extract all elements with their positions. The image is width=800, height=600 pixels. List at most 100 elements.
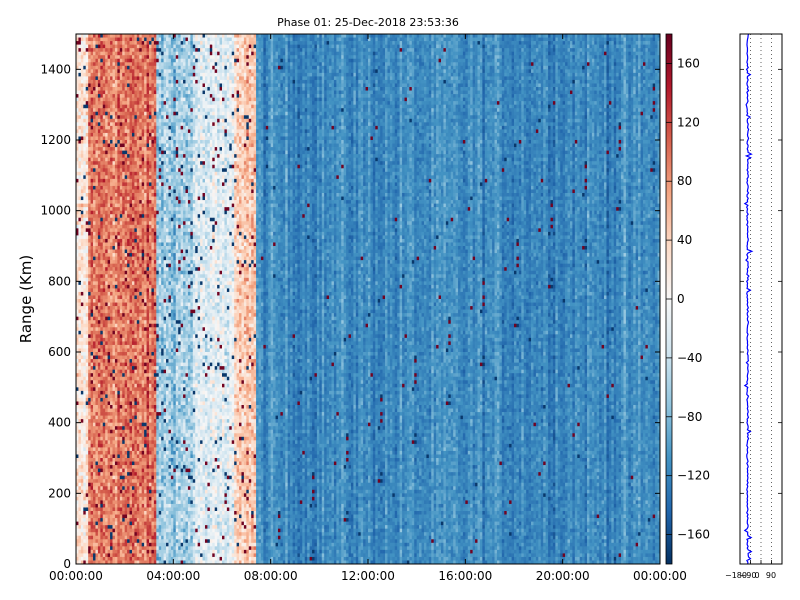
- heatmap-cell: [95, 316, 99, 321]
- heatmap-cell: [76, 507, 79, 512]
- heatmap-cell: [122, 41, 126, 45]
- heatmap-cell: [76, 560, 79, 564]
- heatmap-cell: [110, 362, 113, 367]
- heatmap-cell: [110, 129, 113, 134]
- heatmap-cell: [93, 83, 96, 88]
- heatmap-cell: [117, 246, 121, 250]
- heatmap-cell: [93, 352, 96, 356]
- heatmap-cell: [93, 221, 96, 226]
- heatmap-cell: [146, 454, 150, 459]
- heatmap-cell: [119, 87, 123, 91]
- heatmap-cell: [80, 348, 84, 353]
- heatmap-cell: [93, 394, 96, 399]
- heatmap-cell: [149, 306, 152, 310]
- heatmap-cell: [124, 450, 128, 455]
- heatmap-cell: [141, 34, 145, 38]
- heatmap-cell: [134, 189, 138, 194]
- heatmap-cell: [122, 479, 126, 484]
- heatmap-cell: [131, 348, 135, 353]
- heatmap-cell: [112, 521, 116, 526]
- heatmap-cell: [146, 337, 150, 342]
- heatmap-cell: [93, 235, 96, 240]
- heatmap-cell: [107, 221, 111, 226]
- heatmap-cell: [139, 380, 143, 385]
- heatmap-cell: [124, 306, 128, 310]
- heatmap-cell: [134, 288, 138, 293]
- heatmap-cell: [93, 535, 96, 540]
- heatmap-cell: [83, 465, 87, 469]
- heatmap-cell: [149, 274, 152, 279]
- heatmap-cell: [149, 433, 152, 438]
- heatmap-cell: [85, 369, 89, 374]
- heatmap-cell: [83, 267, 87, 272]
- heatmap-cell: [146, 397, 150, 402]
- heatmap-cell: [144, 260, 147, 265]
- heatmap-cell: [117, 41, 121, 45]
- heatmap-cell: [146, 362, 150, 367]
- heatmap-cell: [134, 376, 138, 381]
- heatmap-cell: [85, 224, 89, 229]
- heatmap-cell: [151, 415, 155, 420]
- heatmap-cell: [105, 295, 108, 300]
- heatmap-cell: [119, 189, 123, 194]
- heatmap-cell: [146, 168, 150, 173]
- heatmap-cell: [80, 458, 84, 462]
- heatmap-cell: [78, 380, 82, 385]
- heatmap-cell: [117, 140, 121, 144]
- heatmap-cell: [144, 221, 147, 226]
- heatmap-cell: [119, 200, 123, 204]
- heatmap-cell: [146, 429, 150, 434]
- heatmap-cell: [83, 472, 87, 477]
- heatmap-cell: [97, 422, 101, 427]
- heatmap-cell: [80, 37, 84, 42]
- heatmap-cell: [102, 503, 106, 508]
- heatmap-cell: [78, 253, 82, 257]
- heatmap-cell: [151, 355, 155, 360]
- heatmap-cell: [102, 171, 106, 176]
- heatmap-cell: [107, 274, 111, 279]
- heatmap-cell: [100, 528, 104, 533]
- heatmap-cell: [80, 214, 84, 219]
- heatmap-cell: [134, 246, 138, 250]
- heatmap-cell: [127, 369, 130, 374]
- heatmap-cell: [80, 401, 84, 406]
- heatmap-cell: [151, 115, 155, 120]
- heatmap-cell: [134, 129, 138, 134]
- heatmap-cell: [90, 390, 94, 395]
- heatmap-cell: [114, 479, 118, 484]
- heatmap-cell: [144, 405, 147, 409]
- heatmap-cell: [107, 189, 111, 194]
- heatmap-cell: [112, 154, 116, 159]
- heatmap-cell: [122, 429, 126, 434]
- heatmap-cell: [76, 337, 79, 342]
- heatmap-cell: [149, 454, 152, 459]
- heatmap-cell: [124, 101, 128, 106]
- heatmap-cell: [117, 175, 121, 180]
- heatmap-cell: [76, 277, 79, 282]
- heatmap-cell: [139, 348, 143, 353]
- heatmap-cell: [112, 62, 116, 67]
- heatmap-cell: [149, 253, 152, 257]
- heatmap-cell: [149, 256, 152, 261]
- heatmap-cell: [141, 41, 145, 45]
- heatmap-cell: [107, 235, 111, 240]
- heatmap-cell: [141, 37, 145, 42]
- heatmap-cell: [83, 408, 87, 413]
- heatmap-cell: [93, 115, 96, 120]
- heatmap-cell: [76, 207, 79, 212]
- heatmap-cell: [151, 475, 155, 480]
- heatmap-cell: [95, 55, 99, 60]
- heatmap-cell: [139, 482, 143, 487]
- heatmap-cell: [78, 401, 82, 406]
- heatmap-cell: [107, 447, 111, 452]
- heatmap-cell: [131, 426, 135, 431]
- heatmap-cell: [78, 104, 82, 109]
- heatmap-cell: [134, 539, 138, 544]
- heatmap-cell: [78, 503, 82, 508]
- heatmap-cell: [76, 397, 79, 402]
- heatmap-cell: [107, 465, 111, 469]
- heatmap-cell: [117, 556, 121, 561]
- heatmap-cell: [153, 355, 157, 360]
- heatmap-cell: [131, 101, 135, 106]
- heatmap-cell: [88, 161, 91, 166]
